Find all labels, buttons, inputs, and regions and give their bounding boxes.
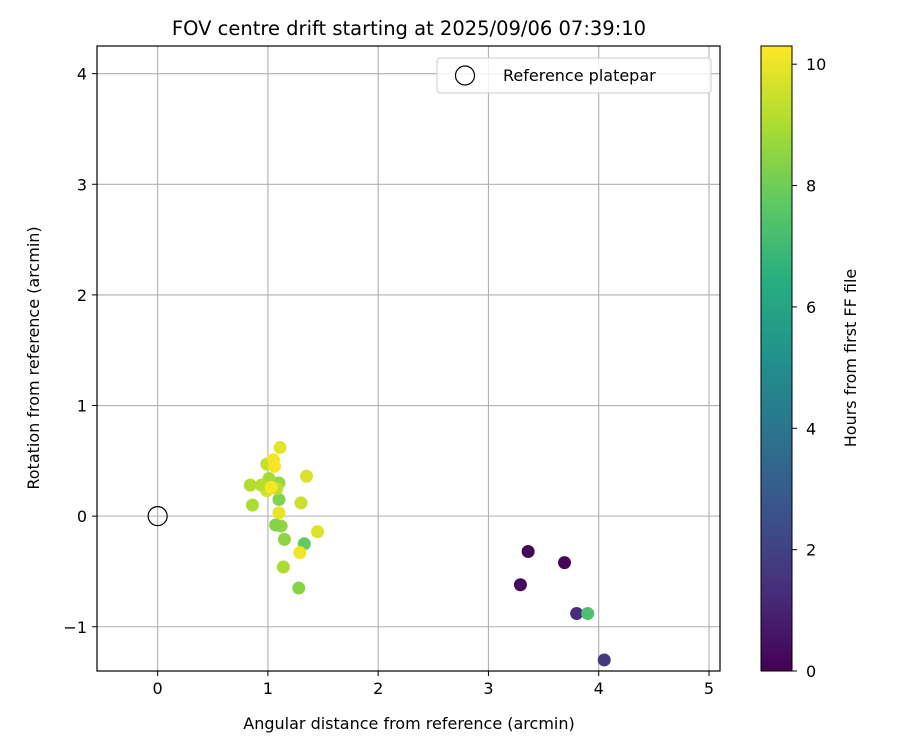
data-point bbox=[245, 498, 259, 512]
plot-frame bbox=[96, 45, 721, 672]
grid-lines bbox=[97, 46, 720, 671]
x-tick-label: 0 bbox=[153, 679, 163, 698]
data-point bbox=[558, 556, 572, 570]
data-points bbox=[243, 441, 611, 667]
y-tick-label: 0 bbox=[77, 507, 87, 526]
colorbar-gradient bbox=[760, 45, 793, 672]
data-point bbox=[272, 493, 286, 507]
data-point bbox=[513, 578, 527, 592]
x-axis-ticks: 0 1 2 3 4 5 bbox=[153, 671, 714, 698]
data-point bbox=[272, 506, 286, 520]
y-axis-ticks: −1 0 1 2 3 4 bbox=[63, 65, 97, 637]
legend-label-reference-platepar: Reference platepar bbox=[503, 66, 656, 85]
x-tick-label: 2 bbox=[373, 679, 383, 698]
data-point bbox=[294, 496, 308, 510]
colorbar-label: Hours from first FF file bbox=[841, 269, 860, 448]
x-tick-label: 3 bbox=[483, 679, 493, 698]
data-point bbox=[293, 546, 307, 560]
data-point bbox=[292, 581, 306, 595]
data-point bbox=[570, 606, 584, 620]
colorbar-tick-label: 6 bbox=[806, 298, 816, 317]
reference-platepar-point bbox=[147, 506, 168, 527]
data-point bbox=[300, 469, 314, 483]
y-tick-label: 2 bbox=[77, 286, 87, 305]
data-point bbox=[264, 480, 278, 494]
data-point bbox=[276, 560, 290, 574]
data-point bbox=[311, 525, 325, 539]
data-point bbox=[521, 545, 535, 559]
data-point bbox=[273, 441, 287, 455]
data-point bbox=[269, 518, 283, 532]
colorbar: 0 2 4 6 8 10 Hours from first FF file bbox=[760, 45, 860, 681]
data-point bbox=[277, 532, 291, 546]
data-point bbox=[243, 478, 257, 492]
y-axis-label: Rotation from reference (arcmin) bbox=[24, 226, 43, 489]
x-tick-label: 1 bbox=[263, 679, 273, 698]
plot-area bbox=[97, 46, 720, 671]
data-point bbox=[254, 478, 268, 492]
legend: Reference platepar bbox=[436, 57, 712, 94]
reference-marker bbox=[147, 506, 168, 527]
y-tick-label: 3 bbox=[77, 175, 87, 194]
y-tick-label: −1 bbox=[63, 618, 87, 637]
data-point bbox=[268, 459, 282, 473]
y-tick-label: 4 bbox=[77, 65, 87, 84]
colorbar-tick-label: 0 bbox=[806, 662, 816, 681]
legend-marker-open-circle bbox=[454, 65, 476, 86]
x-tick-label: 5 bbox=[704, 679, 714, 698]
colorbar-ticks: 0 2 4 6 8 10 bbox=[792, 55, 826, 681]
x-axis-label: Angular distance from reference (arcmin) bbox=[243, 714, 574, 733]
legend-box bbox=[436, 57, 712, 94]
colorbar-tick-label: 10 bbox=[806, 55, 826, 74]
colorbar-tick-label: 8 bbox=[806, 177, 816, 196]
y-tick-label: 1 bbox=[77, 397, 87, 416]
colorbar-tick-label: 4 bbox=[806, 419, 816, 438]
chart-title: FOV centre drift starting at 2025/09/06 … bbox=[172, 17, 646, 40]
data-point bbox=[597, 653, 611, 667]
colorbar-tick-label: 2 bbox=[806, 541, 816, 560]
x-tick-label: 4 bbox=[594, 679, 604, 698]
data-point bbox=[581, 606, 595, 620]
